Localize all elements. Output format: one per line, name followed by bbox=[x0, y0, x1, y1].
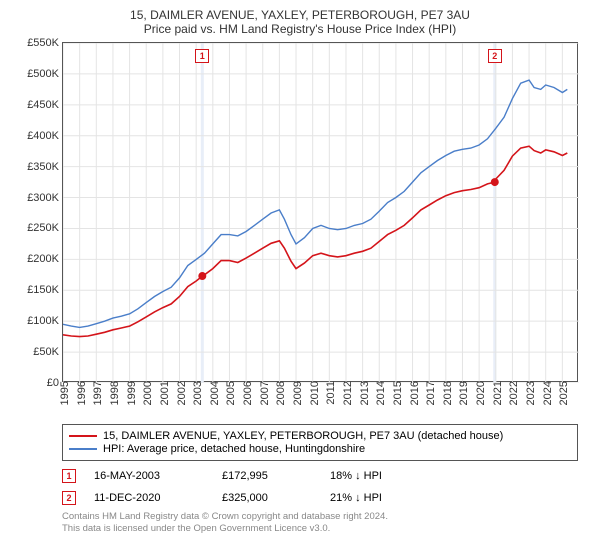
y-axis-label: £300K bbox=[27, 192, 59, 204]
y-axis-label: £200K bbox=[27, 253, 59, 265]
footer-line-1: Contains HM Land Registry data © Crown c… bbox=[62, 511, 578, 523]
sale-marker-1: 1 bbox=[195, 49, 209, 63]
page-title: 15, DAIMLER AVENUE, YAXLEY, PETERBOROUGH… bbox=[12, 8, 588, 22]
sale-date: 11-DEC-2020 bbox=[94, 492, 204, 504]
legend: 15, DAIMLER AVENUE, YAXLEY, PETERBOROUGH… bbox=[62, 424, 578, 461]
legend-item: 15, DAIMLER AVENUE, YAXLEY, PETERBOROUGH… bbox=[69, 430, 571, 442]
x-axis-label: 1999 bbox=[126, 381, 138, 405]
x-axis-label: 2008 bbox=[275, 381, 287, 405]
legend-swatch bbox=[69, 435, 97, 437]
y-axis-label: £400K bbox=[27, 130, 59, 142]
sale-date: 16-MAY-2003 bbox=[94, 470, 204, 482]
sale-row-marker: 2 bbox=[62, 491, 76, 505]
x-axis-label: 2018 bbox=[442, 381, 454, 405]
chart-svg bbox=[63, 43, 579, 383]
sales-table: 1 16-MAY-2003 £172,995 18% ↓ HPI 2 11-DEC-202… bbox=[12, 469, 588, 505]
chart-area: £0£50K£100K£150K£200K£250K£300K£350K£400… bbox=[62, 42, 578, 382]
sale-row: 2 11-DEC-2020 £325,000 21% ↓ HPI bbox=[62, 491, 578, 505]
x-axis-label: 2000 bbox=[142, 381, 154, 405]
x-axis-label: 2001 bbox=[159, 381, 171, 405]
sale-marker-2: 2 bbox=[488, 49, 502, 63]
y-axis-label: £450K bbox=[27, 99, 59, 111]
sale-diff: 18% ↓ HPI bbox=[330, 470, 382, 482]
x-axis-label: 2024 bbox=[542, 381, 554, 405]
x-axis-label: 2009 bbox=[292, 381, 304, 405]
x-axis-label: 2022 bbox=[508, 381, 520, 405]
x-axis-label: 2015 bbox=[392, 381, 404, 405]
x-axis-label: 2020 bbox=[475, 381, 487, 405]
footer-line-2: This data is licensed under the Open Gov… bbox=[62, 523, 578, 535]
y-axis-label: £250K bbox=[27, 222, 59, 234]
x-axis-label: 2007 bbox=[259, 381, 271, 405]
sale-row: 1 16-MAY-2003 £172,995 18% ↓ HPI bbox=[62, 469, 578, 483]
sale-price: £325,000 bbox=[222, 492, 312, 504]
sale-row-marker: 1 bbox=[62, 469, 76, 483]
x-axis-label: 2019 bbox=[458, 381, 470, 405]
x-axis-label: 2013 bbox=[359, 381, 371, 405]
x-axis-label: 2006 bbox=[242, 381, 254, 405]
x-axis-label: 2014 bbox=[375, 381, 387, 405]
legend-swatch bbox=[69, 448, 97, 450]
x-axis-label: 2004 bbox=[209, 381, 221, 405]
x-axis-label: 2005 bbox=[225, 381, 237, 405]
x-axis-label: 2025 bbox=[558, 381, 570, 405]
x-axis-label: 1998 bbox=[109, 381, 121, 405]
x-axis-label: 1995 bbox=[59, 381, 71, 405]
x-axis-label: 2023 bbox=[525, 381, 537, 405]
x-axis-label: 2003 bbox=[192, 381, 204, 405]
y-axis-label: £0 bbox=[47, 377, 59, 389]
y-axis-label: £500K bbox=[27, 68, 59, 80]
y-axis-label: £100K bbox=[27, 315, 59, 327]
legend-label: HPI: Average price, detached house, Hunt… bbox=[103, 443, 365, 455]
sale-diff: 21% ↓ HPI bbox=[330, 492, 382, 504]
x-axis-label: 2012 bbox=[342, 381, 354, 405]
y-axis-label: £150K bbox=[27, 284, 59, 296]
x-axis-label: 1996 bbox=[76, 381, 88, 405]
x-axis-label: 2017 bbox=[425, 381, 437, 405]
x-axis-label: 2002 bbox=[176, 381, 188, 405]
x-axis-label: 2010 bbox=[309, 381, 321, 405]
legend-label: 15, DAIMLER AVENUE, YAXLEY, PETERBOROUGH… bbox=[103, 430, 503, 442]
x-axis-label: 2021 bbox=[492, 381, 504, 405]
page-subtitle: Price paid vs. HM Land Registry's House … bbox=[12, 22, 588, 36]
legend-item: HPI: Average price, detached house, Hunt… bbox=[69, 443, 571, 455]
x-axis-label: 2016 bbox=[409, 381, 421, 405]
y-axis-label: £50K bbox=[33, 346, 59, 358]
sale-price: £172,995 bbox=[222, 470, 312, 482]
x-axis-label: 2011 bbox=[325, 381, 337, 405]
y-axis-label: £550K bbox=[27, 37, 59, 49]
y-axis-label: £350K bbox=[27, 161, 59, 173]
footer: Contains HM Land Registry data © Crown c… bbox=[62, 511, 578, 536]
x-axis-label: 1997 bbox=[92, 381, 104, 405]
